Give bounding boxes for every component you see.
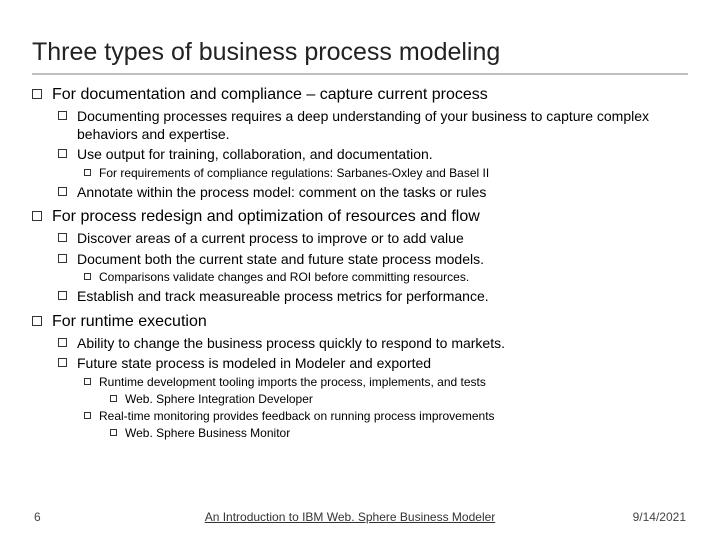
bullet-text: For requirements of compliance regulatio… (99, 166, 489, 181)
bullet-text: Discover areas of a current process to i… (77, 230, 464, 248)
bullet-text: Web. Sphere Business Monitor (125, 426, 290, 441)
checkbox-icon (32, 316, 42, 326)
checkbox-icon (58, 338, 67, 347)
bullet-l1: For process redesign and optimization of… (32, 207, 688, 227)
footer-title: An Introduction to IBM Web. Sphere Busin… (94, 510, 606, 524)
slide-title: Three types of business process modeling (32, 38, 688, 75)
bullet-l2: Establish and track measureable process … (58, 288, 688, 306)
bullet-l1: For documentation and compliance – captu… (32, 85, 688, 105)
bullet-l4: Web. Sphere Business Monitor (110, 426, 688, 441)
bullet-l2: Annotate within the process model: comme… (58, 184, 688, 202)
bullet-l2: Discover areas of a current process to i… (58, 230, 688, 248)
checkbox-icon (110, 429, 117, 436)
slide-footer: 6 An Introduction to IBM Web. Sphere Bus… (0, 510, 720, 524)
bullet-l3: Comparisons validate changes and ROI bef… (84, 270, 688, 285)
checkbox-icon (110, 395, 117, 402)
page-number: 6 (34, 510, 94, 524)
bullet-text: Use output for training, collaboration, … (77, 146, 433, 164)
checkbox-icon (84, 412, 91, 419)
checkbox-icon (58, 291, 67, 300)
bullet-text: Document both the current state and futu… (77, 251, 484, 269)
bullet-text: Real-time monitoring provides feedback o… (99, 409, 495, 424)
bullet-text: For process redesign and optimization of… (52, 207, 480, 227)
bullet-l3: Real-time monitoring provides feedback o… (84, 409, 688, 424)
checkbox-icon (58, 233, 67, 242)
checkbox-icon (84, 169, 91, 176)
checkbox-icon (32, 211, 42, 221)
checkbox-icon (58, 149, 67, 158)
bullet-text: Web. Sphere Integration Developer (125, 392, 313, 407)
checkbox-icon (58, 187, 67, 196)
bullet-l3: Runtime development tooling imports the … (84, 375, 688, 390)
checkbox-icon (84, 378, 91, 385)
bullet-text: Establish and track measureable process … (77, 288, 489, 306)
checkbox-icon (58, 358, 67, 367)
bullet-text: For runtime execution (52, 312, 207, 332)
bullet-text: Ability to change the business process q… (77, 335, 505, 353)
bullet-l2: Documenting processes requires a deep un… (58, 108, 688, 143)
bullet-text: Comparisons validate changes and ROI bef… (99, 270, 469, 285)
bullet-text: Annotate within the process model: comme… (77, 184, 486, 202)
bullet-l2: Ability to change the business process q… (58, 335, 688, 353)
bullet-l4: Web. Sphere Integration Developer (110, 392, 688, 407)
bullet-text: Runtime development tooling imports the … (99, 375, 486, 390)
checkbox-icon (32, 89, 42, 99)
bullet-l2: Future state process is modeled in Model… (58, 355, 688, 373)
checkbox-icon (58, 111, 67, 120)
bullet-l2: Use output for training, collaboration, … (58, 146, 688, 164)
checkbox-icon (58, 254, 67, 263)
bullet-l2: Document both the current state and futu… (58, 251, 688, 269)
bullet-l3: For requirements of compliance regulatio… (84, 166, 688, 181)
checkbox-icon (84, 273, 91, 280)
bullet-text: Documenting processes requires a deep un… (77, 108, 688, 143)
footer-date: 9/14/2021 (606, 510, 686, 524)
bullet-text: Future state process is modeled in Model… (77, 355, 431, 373)
bullet-l1: For runtime execution (32, 312, 688, 332)
bullet-text: For documentation and compliance – captu… (52, 85, 488, 105)
